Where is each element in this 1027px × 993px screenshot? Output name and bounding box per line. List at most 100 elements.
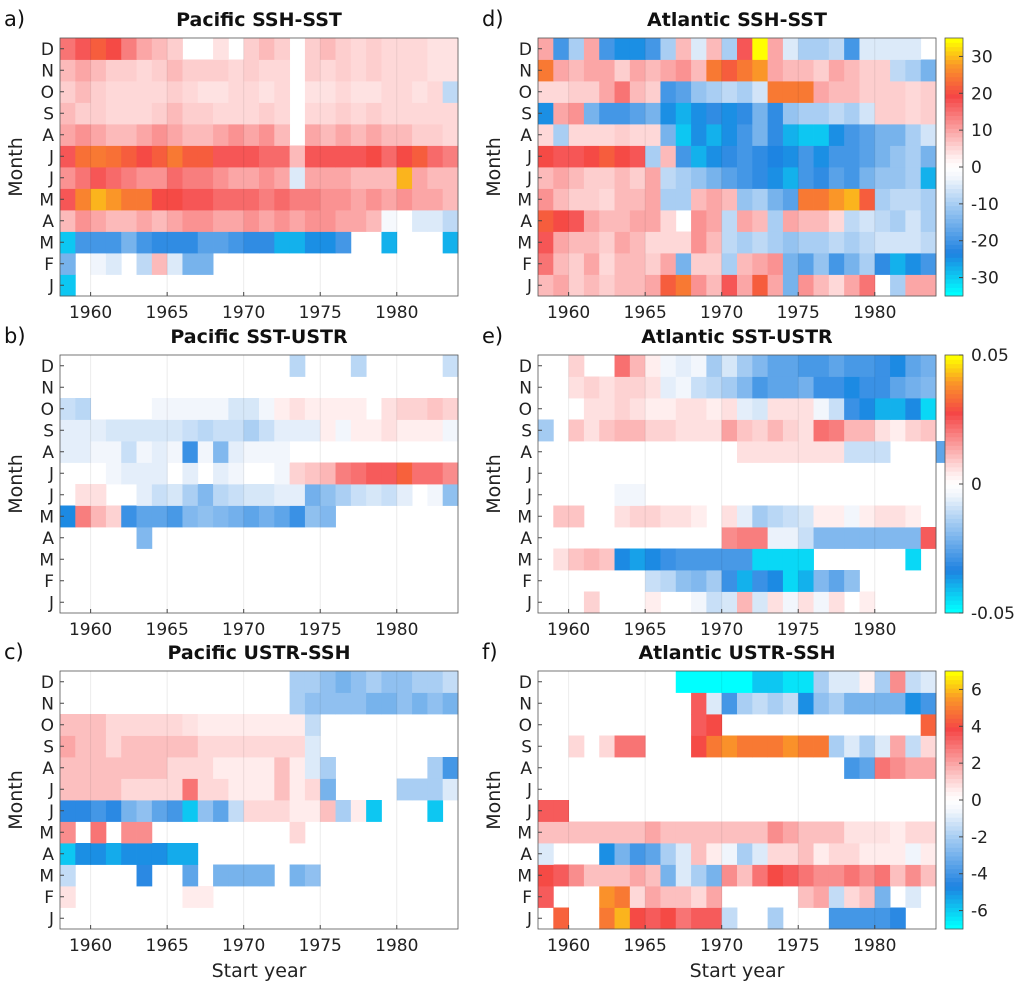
month-tick-label: D <box>41 40 54 60</box>
panel-title: Atlantic USTR-SSH <box>638 642 835 664</box>
month-tick-label: J <box>526 276 532 296</box>
heatmap-cell <box>614 821 631 844</box>
heatmap-cell <box>798 376 814 399</box>
heatmap-cell <box>90 843 107 865</box>
heatmap-cell <box>568 274 585 297</box>
colorbar-swatch <box>945 205 963 211</box>
heatmap-cell <box>752 81 769 103</box>
heatmap-cell <box>553 210 570 232</box>
heatmap-cell <box>228 210 245 232</box>
heatmap-cell <box>706 124 723 146</box>
heatmap-cell <box>75 843 92 865</box>
colorbar-swatch <box>945 380 963 386</box>
heatmap-cell <box>660 886 677 908</box>
heatmap-cell <box>412 102 428 125</box>
heatmap-cell <box>105 505 122 528</box>
month-tick-label: J <box>48 909 54 929</box>
heatmap-cell <box>90 441 107 463</box>
heatmap-cell <box>381 419 398 442</box>
heatmap-cell <box>629 38 646 60</box>
heatmap-cell <box>121 419 137 442</box>
heatmap-cell <box>442 124 459 146</box>
heatmap-cell <box>553 548 570 571</box>
axes-frame <box>59 670 459 930</box>
heatmap-cell <box>890 505 906 528</box>
heatmap-cell <box>90 778 107 801</box>
heatmap-cell <box>121 800 137 822</box>
heatmap-cell <box>274 735 291 758</box>
colorbar-swatch <box>945 765 963 771</box>
heatmap-cell <box>752 692 769 715</box>
heatmap-cell <box>890 735 906 758</box>
month-tick-label: J <box>526 802 532 822</box>
colorbar-swatch <box>945 821 963 827</box>
heatmap-cell <box>813 376 830 399</box>
colorbar-swatch <box>945 175 963 181</box>
heatmap-cell <box>844 38 860 60</box>
heatmap-cell <box>859 864 876 887</box>
heatmap-cell <box>645 274 661 297</box>
heatmap-cell <box>890 757 906 779</box>
heatmap-cell <box>366 59 382 82</box>
heatmap-cell <box>197 81 214 103</box>
heatmap-cell <box>828 231 845 254</box>
heatmap-cell <box>121 188 137 211</box>
heatmap-cell <box>920 231 937 254</box>
colorbar-swatch <box>945 898 963 904</box>
heatmap-cell <box>243 864 260 887</box>
heatmap-cell <box>60 124 76 146</box>
heatmap-cell <box>213 419 229 442</box>
heatmap-cell <box>813 398 830 420</box>
heatmap-cell <box>427 671 444 693</box>
heatmap-cell <box>706 398 723 420</box>
heatmap-cell <box>381 38 398 60</box>
heatmap-cell <box>568 145 585 168</box>
heatmap-cell <box>599 864 615 887</box>
y-axis-label: Month <box>483 454 505 514</box>
heatmap-cell <box>335 38 352 60</box>
colorbar-tick-label: 10 <box>971 121 993 141</box>
heatmap-cell <box>782 38 799 60</box>
heatmap-cell <box>197 124 214 146</box>
month-tick-label: O <box>41 83 54 103</box>
colorbar-tick-label: -0.05 <box>971 604 1015 624</box>
heatmap-cell <box>629 102 646 125</box>
colorbar-swatch <box>945 843 963 848</box>
month-tick-label: F <box>44 255 54 275</box>
heatmap-cell <box>197 398 214 420</box>
heatmap-cell <box>167 735 183 758</box>
heatmap-cell <box>197 210 214 232</box>
heatmap-cell <box>136 210 153 232</box>
heatmap-cell <box>828 441 845 463</box>
heatmap-cell <box>752 124 769 146</box>
heatmap-cell <box>60 821 76 844</box>
heatmap-cell <box>197 167 214 189</box>
colorbar-swatch <box>945 367 963 373</box>
heatmap-cell <box>844 102 860 125</box>
heatmap-cell <box>798 692 814 715</box>
heatmap-cell <box>874 441 891 463</box>
heatmap-cell <box>442 398 459 420</box>
heatmap-cell <box>782 692 799 715</box>
heatmap-cell <box>381 231 398 254</box>
heatmap-cell <box>553 81 570 103</box>
heatmap-cell <box>767 570 784 592</box>
heatmap-cell <box>259 441 275 463</box>
heatmap-cell <box>859 692 876 715</box>
heatmap-cell <box>737 188 753 211</box>
year-tick-label: 1980 <box>375 620 418 640</box>
heatmap-cell <box>920 210 937 232</box>
heatmap-cell <box>289 757 306 779</box>
heatmap-cell <box>274 81 291 103</box>
heatmap-cell <box>304 505 321 528</box>
heatmap-cell <box>614 735 631 758</box>
heatmap-cell <box>197 886 214 908</box>
heatmap-cell <box>121 462 137 485</box>
heatmap-cell <box>874 864 891 887</box>
heatmap-cell <box>645 355 661 377</box>
heatmap-cell <box>320 210 336 232</box>
colorbar-swatch <box>945 692 963 698</box>
heatmap-cell <box>844 843 860 865</box>
heatmap-cell <box>828 527 845 549</box>
